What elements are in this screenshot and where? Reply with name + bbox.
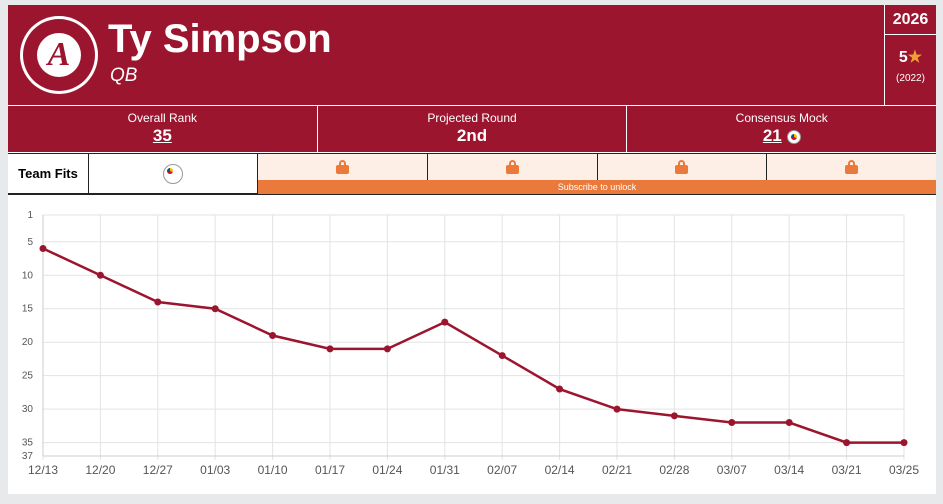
data-point xyxy=(39,244,47,252)
team-fits-row: Team Fits Subscribe to unlock xyxy=(8,153,936,195)
subscribe-button[interactable]: Subscribe to unlock xyxy=(258,180,936,194)
data-point xyxy=(96,271,104,279)
data-point xyxy=(670,412,678,420)
stat-overall-rank: Overall Rank 35 xyxy=(8,106,318,152)
data-point xyxy=(498,352,506,360)
star-rating: 5 xyxy=(898,49,908,66)
data-point xyxy=(900,439,908,447)
x-tick-label: 01/31 xyxy=(430,463,460,477)
y-tick-label: 25 xyxy=(22,371,34,382)
x-tick-label: 03/25 xyxy=(889,463,919,477)
x-tick-label: 03/14 xyxy=(774,463,804,477)
stat-projected-round: Projected Round 2nd xyxy=(318,106,628,152)
stats-row: Overall Rank 35 Projected Round 2nd Consen… xyxy=(8,106,936,152)
data-point xyxy=(154,298,162,306)
y-tick-label: 10 xyxy=(22,270,34,281)
x-tick-label: 02/21 xyxy=(602,463,632,477)
x-tick-label: 03/07 xyxy=(717,463,747,477)
player-header: A Ty Simpson QB 2026 5★ (2022) xyxy=(8,5,936,105)
x-tick-label: 01/03 xyxy=(200,463,230,477)
data-point xyxy=(211,305,219,313)
y-tick-label: 30 xyxy=(22,404,34,415)
consensus-mock-link[interactable]: 21 xyxy=(762,126,782,145)
lock-icon xyxy=(335,160,349,174)
data-point xyxy=(728,419,736,427)
player-name: Ty Simpson xyxy=(108,17,332,61)
x-tick-label: 12/20 xyxy=(85,463,115,477)
stat-label: Consensus Mock xyxy=(735,111,828,125)
class-year: 2026 xyxy=(885,5,936,35)
rank-chart: 1 5 10 15 20 25 30 35 37 12/13 12/20 12/27 01/03 01/1… xyxy=(8,197,936,494)
star-icon: ★ xyxy=(907,49,923,66)
x-tick-label: 01/24 xyxy=(372,463,402,477)
x-tick-label: 12/13 xyxy=(28,463,58,477)
y-tick-label: 1 xyxy=(27,210,33,221)
alabama-logo: A xyxy=(20,16,98,94)
locked-slot[interactable] xyxy=(428,154,598,180)
lock-icon xyxy=(675,160,689,174)
x-tick-label: 02/28 xyxy=(659,463,689,477)
stat-label: Overall Rank xyxy=(127,111,198,125)
locked-slot[interactable] xyxy=(598,154,768,180)
data-point xyxy=(556,385,564,393)
player-card: A Ty Simpson QB 2026 5★ (2022) Overall R… xyxy=(8,5,936,494)
lock-icon xyxy=(505,160,519,174)
x-tick-label: 02/07 xyxy=(487,463,517,477)
data-point xyxy=(785,419,793,427)
locked-team-fits[interactable]: Subscribe to unlock xyxy=(258,154,936,194)
data-point xyxy=(326,345,334,353)
player-position: QB xyxy=(110,65,138,86)
team-fits-label: Team Fits xyxy=(8,154,89,193)
overall-rank-link[interactable]: 35 xyxy=(152,126,172,145)
data-point xyxy=(383,345,391,353)
y-tick-label: 5 xyxy=(27,237,33,248)
locked-slot[interactable] xyxy=(767,154,936,180)
data-point xyxy=(613,405,621,413)
y-tick-label: 37 xyxy=(22,451,34,462)
recruit-year: (2022) xyxy=(896,73,925,84)
team-fit-steelers[interactable] xyxy=(89,154,258,193)
stat-consensus-mock: Consensus Mock 21 xyxy=(627,106,936,152)
data-point xyxy=(843,439,851,447)
x-tick-label: 01/17 xyxy=(315,463,345,477)
x-tick-label: 01/10 xyxy=(258,463,288,477)
stat-value: 2nd xyxy=(456,126,488,145)
data-point xyxy=(441,318,449,326)
steelers-logo-icon xyxy=(163,163,183,184)
x-tick-label: 02/14 xyxy=(545,463,575,477)
data-point xyxy=(269,332,277,339)
steelers-logo-icon xyxy=(786,129,801,144)
player-meta: 2026 5★ (2022) xyxy=(884,5,936,105)
stat-label: Projected Round xyxy=(427,111,517,125)
locked-slot[interactable] xyxy=(258,154,428,180)
x-tick-label: 03/21 xyxy=(832,463,862,477)
y-tick-label: 15 xyxy=(22,304,34,315)
rank-line xyxy=(42,247,904,444)
lock-icon xyxy=(845,160,859,174)
x-tick-label: 12/27 xyxy=(143,463,173,477)
y-tick-label: 35 xyxy=(22,438,34,449)
y-tick-label: 20 xyxy=(22,337,34,348)
